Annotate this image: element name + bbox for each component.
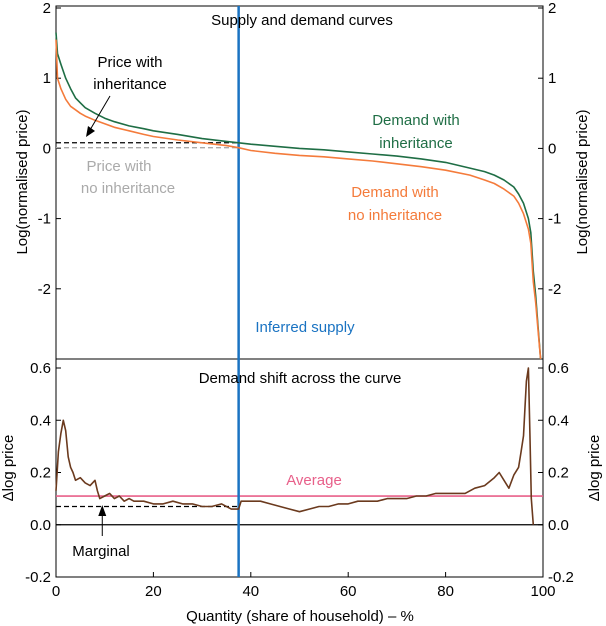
bottom-ylabel-right: Δlog price: [586, 435, 603, 502]
x-tick-label: 40: [242, 583, 259, 600]
top-ytick-label-left: 1: [43, 70, 51, 87]
x-tick-label: 60: [340, 583, 357, 600]
bottom-series-demand-shift: [55, 367, 535, 525]
bottom-ytick-label-left: 0.6: [30, 360, 51, 377]
bottom-ytick-label-left: 0.0: [30, 517, 51, 534]
bottom-ytick-label-right: 0.4: [548, 412, 569, 429]
x-tick-label: 80: [437, 583, 454, 600]
bottom-ytick-label-left: 0.4: [30, 412, 51, 429]
bottom-ytick-label-right: -0.2: [548, 569, 574, 586]
demand-no-inheritance-label-line1: Demand with: [351, 184, 439, 201]
x-axis-label: Quantity (share of household) – %: [186, 608, 414, 625]
top-ytick-label-left: 0: [43, 140, 51, 157]
top-ytick-label-left: -2: [38, 281, 51, 298]
bottom-ytick-label-right: 0.0: [548, 517, 569, 534]
top-ytick-label-right: 0: [548, 140, 556, 157]
top-ylabel-right: Log(normalised price): [574, 109, 591, 254]
top-ytick-label-left: -1: [38, 211, 51, 228]
top-series-demand-with-inheritance: [55, 32, 542, 360]
price-with-no-inheritance-label-line1: Price with: [86, 158, 151, 175]
marginal-arrow-head: [98, 505, 107, 516]
bottom-ylabel-left: Δlog price: [0, 435, 17, 502]
bottom-ytick-label-left: -0.2: [25, 569, 51, 586]
demand-no-inheritance-label-line2: no inheritance: [348, 207, 442, 224]
bottom-ytick-label-left: 0.2: [30, 465, 51, 482]
top-ytick-label-left: 2: [43, 0, 51, 17]
top-ytick-label-right: 2: [548, 0, 556, 17]
x-tick-label: 100: [530, 583, 555, 600]
top-axis-ticks: 2 2 1 1 0 0 -1 -1 -2 -2: [38, 0, 562, 298]
x-tick-label: 20: [145, 583, 162, 600]
average-label: Average: [286, 472, 342, 489]
bottom-ytick-label-right: 0.6: [548, 360, 569, 377]
inferred-supply-label: Inferred supply: [255, 319, 355, 336]
demand-with-inheritance-label-line2: inheritance: [379, 135, 452, 152]
price-with-no-inheritance-label-line2: no inheritance: [81, 180, 175, 197]
price-with-inheritance-label-line1: Price with: [97, 54, 162, 71]
marginal-label: Marginal: [72, 543, 130, 560]
bottom-panel-title: Demand shift across the curve: [199, 370, 402, 387]
top-series-demand-with-no-inheritance: [55, 39, 542, 360]
demand-with-inheritance-label-line1: Demand with: [372, 112, 460, 129]
top-panel-title: Supply and demand curves: [211, 12, 393, 29]
top-series-group: [55, 32, 542, 360]
top-ylabel-left: Log(normalised price): [14, 109, 31, 254]
price-with-inheritance-label-line2: inheritance: [93, 76, 166, 93]
bottom-ytick-label-right: 0.2: [548, 465, 569, 482]
x-tick-label: 0: [52, 583, 60, 600]
bottom-panel-frame: [55, 358, 544, 578]
top-ytick-label-right: -2: [548, 281, 561, 298]
price-with-inheritance-arrow-head: [86, 126, 95, 137]
top-ytick-label-right: 1: [548, 70, 556, 87]
top-ytick-label-right: -1: [548, 211, 561, 228]
price-with-inheritance-arrow-shaft: [89, 95, 111, 131]
bottom-series-group: [55, 367, 535, 525]
bottom-axis-ticks: 0.6 0.60.4 0.40.2 0.20.0 0.0-0.2 -0.20 20 40 60 8…: [25, 360, 574, 600]
